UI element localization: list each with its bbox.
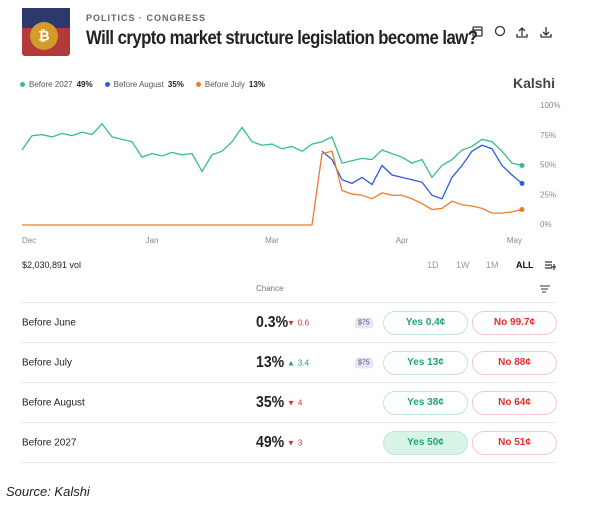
end-dot bbox=[519, 180, 525, 186]
outcome-name: Before August bbox=[22, 397, 85, 409]
chance: 49% bbox=[256, 434, 285, 451]
y-tick-label: 50% bbox=[540, 161, 556, 170]
legend-value: 35% bbox=[167, 80, 184, 89]
badge: $75 bbox=[355, 357, 373, 369]
range-button[interactable]: ALL bbox=[516, 260, 534, 270]
change: ▼ 4 bbox=[287, 399, 302, 408]
yes-button[interactable]: Yes 0.4¢ bbox=[383, 311, 468, 335]
range-button[interactable]: 1M bbox=[486, 260, 499, 270]
change: ▼ 0.6 bbox=[287, 319, 309, 328]
toolbar[interactable] bbox=[470, 24, 555, 40]
x-tick-label: Dec bbox=[22, 236, 36, 245]
settings-icon[interactable] bbox=[544, 259, 556, 271]
series-line bbox=[21, 122, 523, 179]
market-row: Before June 0.3% ▼ 0.6 $75 Yes 0.4¢ No 99.7¢ bbox=[22, 302, 557, 343]
change-value: 0.6 bbox=[297, 318, 310, 328]
legend-item: Before 2027 49% bbox=[20, 80, 93, 89]
legend-item: Before August 35% bbox=[104, 80, 184, 89]
legend-swatch bbox=[195, 82, 201, 87]
row-divider bbox=[22, 462, 555, 463]
outcome-name: Before June bbox=[22, 317, 76, 329]
outcome-name: Before 2027 bbox=[22, 437, 77, 449]
x-tick-label: Apr bbox=[396, 236, 409, 245]
no-button[interactable]: No 51¢ bbox=[472, 431, 557, 455]
no-button[interactable]: No 64¢ bbox=[472, 391, 557, 415]
legend-value: 13% bbox=[248, 80, 265, 89]
market-row: Before 2027 49% ▼ 3 Yes 50¢ No 51¢ bbox=[22, 422, 557, 463]
y-tick-label: 75% bbox=[540, 131, 556, 140]
column-header: Chance bbox=[256, 284, 284, 293]
change-value: 3.4 bbox=[297, 358, 310, 368]
yes-button[interactable]: Yes 50¢ bbox=[383, 431, 468, 455]
y-tick-label: 0% bbox=[540, 220, 552, 229]
series-line bbox=[22, 150, 523, 226]
sort-icon[interactable] bbox=[540, 285, 550, 293]
legend-swatch bbox=[20, 82, 25, 87]
market-title: Will crypto market structure legislation… bbox=[86, 28, 478, 49]
range-button[interactable]: 1W bbox=[456, 260, 470, 270]
y-tick-label: 100% bbox=[540, 101, 560, 110]
change-arrow: ▼ bbox=[287, 438, 295, 448]
legend-label: Before August bbox=[113, 80, 164, 89]
change: ▲ 3.4 bbox=[287, 359, 309, 368]
market-row: Before August 35% ▼ 4 Yes 38¢ No 64¢ bbox=[22, 382, 557, 423]
y-tick-label: 25% bbox=[540, 190, 556, 199]
brand: Kalshi bbox=[512, 75, 555, 91]
range-button[interactable]: 1D bbox=[427, 260, 439, 270]
change-arrow: ▼ bbox=[287, 398, 295, 408]
legend-label: Before July bbox=[204, 80, 245, 89]
legend-label: Before 2027 bbox=[29, 80, 73, 89]
no-button[interactable]: No 99.7¢ bbox=[472, 311, 557, 335]
x-tick-label: Mar bbox=[265, 236, 279, 245]
svg-text:₿: ₿ bbox=[38, 28, 49, 44]
yes-button[interactable]: Yes 13¢ bbox=[383, 351, 468, 375]
change-value: 4 bbox=[297, 398, 303, 408]
x-tick-label: May bbox=[507, 236, 522, 245]
x-tick-label: Jan bbox=[146, 236, 159, 245]
end-dot bbox=[519, 207, 525, 213]
legend-swatch bbox=[104, 82, 110, 87]
source: Source: Kalshi bbox=[6, 484, 90, 499]
legend-item: Before July 13% bbox=[195, 80, 265, 89]
outcome-name: Before July bbox=[22, 357, 73, 369]
legend: Before 2027 49% Before August 35% Before Jul… bbox=[20, 80, 265, 89]
market-row: Before July 13% ▲ 3.4 $75 Yes 13¢ No 88¢ bbox=[22, 342, 557, 383]
chance: 35% bbox=[256, 394, 285, 411]
thumbnail: ₿ bbox=[22, 8, 70, 56]
end-dot bbox=[519, 163, 525, 168]
change-arrow: ▲ bbox=[287, 358, 295, 368]
yes-button[interactable]: Yes 38¢ bbox=[383, 391, 468, 415]
chance: 13% bbox=[256, 354, 285, 371]
change-arrow: ▼ bbox=[287, 318, 295, 328]
legend-value: 49% bbox=[76, 80, 93, 89]
change: ▼ 3 bbox=[287, 439, 302, 448]
chart: 0% 25% 50% 75% 100% Dec Jan Mar Apr May bbox=[21, 101, 560, 245]
series-line bbox=[321, 144, 523, 200]
chance: 0.3% bbox=[256, 314, 289, 331]
change-value: 3 bbox=[297, 438, 303, 448]
badge: $75 bbox=[355, 317, 373, 329]
category: POLITICS · CONGRESS bbox=[86, 13, 207, 23]
volume: $2,030,891 vol bbox=[22, 260, 82, 270]
no-button[interactable]: No 88¢ bbox=[472, 351, 557, 375]
